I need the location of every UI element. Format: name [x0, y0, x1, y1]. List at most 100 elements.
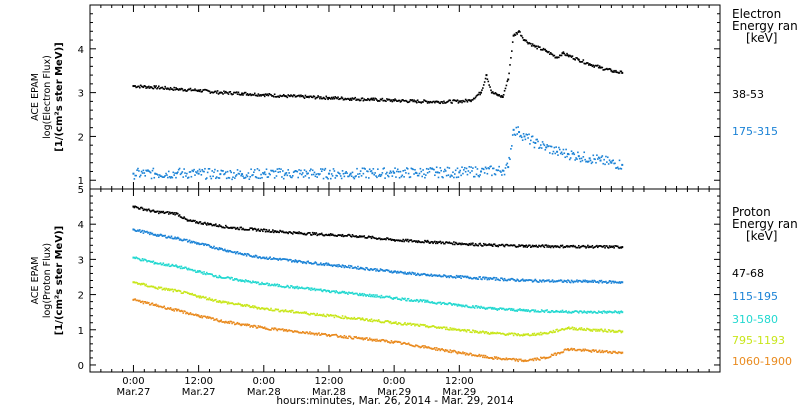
electron-data-point	[305, 170, 308, 173]
electron-data-point	[482, 168, 485, 171]
proton-data-point	[611, 352, 614, 354]
electron-data-point	[475, 173, 478, 176]
electron-data-point	[471, 170, 473, 172]
proton-data-point	[442, 348, 444, 351]
proton-data-point	[272, 229, 274, 231]
proton-data-point	[341, 315, 344, 317]
proton-data-point	[621, 246, 624, 249]
proton-data-point	[135, 299, 137, 302]
proton-data-point	[139, 231, 142, 234]
proton-data-point	[521, 244, 524, 247]
proton-data-point	[548, 310, 550, 313]
proton-data-point	[197, 295, 200, 298]
proton-data-point	[325, 315, 328, 318]
proton-data-point	[232, 302, 234, 305]
proton-data-point	[390, 239, 393, 242]
electron-data-point	[323, 97, 326, 100]
proton-data-point	[609, 311, 612, 313]
proton-data-point	[344, 234, 347, 237]
electron-data-point	[297, 94, 299, 97]
proton-data-point	[586, 349, 588, 352]
proton-data-point	[435, 303, 438, 305]
proton-data-point	[235, 227, 238, 230]
electron-data-point	[485, 167, 488, 170]
proton-data-point	[525, 279, 528, 281]
proton-data-point	[461, 305, 463, 308]
proton-data-point	[175, 264, 177, 266]
electron-data-point	[285, 95, 288, 98]
proton-data-point	[358, 317, 360, 319]
proton-data-point	[175, 212, 178, 215]
proton-data-point	[424, 345, 426, 347]
electron-data-point	[298, 169, 300, 171]
proton-y-label-line: ACE EPAM	[30, 257, 41, 305]
proton-data-point	[258, 256, 261, 258]
proton-data-point	[466, 305, 469, 308]
proton-data-point	[585, 349, 587, 351]
proton-data-point	[193, 241, 195, 243]
proton-data-point	[243, 324, 246, 326]
electron-data-point	[391, 175, 394, 177]
proton-data-point	[251, 325, 253, 327]
proton-data-point	[354, 336, 357, 339]
proton-data-point	[297, 331, 299, 333]
proton-data-point	[215, 276, 218, 279]
proton-data-point	[549, 311, 551, 314]
electron-data-point	[403, 176, 405, 178]
proton-data-point	[612, 311, 614, 313]
proton-data-point	[308, 332, 310, 335]
proton-data-point	[436, 275, 439, 277]
electron-data-point	[229, 91, 232, 93]
proton-data-point	[269, 231, 271, 233]
proton-data-point	[312, 332, 315, 335]
proton-data-point	[485, 244, 488, 247]
proton-data-point	[303, 287, 306, 290]
proton-data-point	[355, 235, 357, 237]
proton-data-point	[516, 310, 519, 312]
proton-data-point	[154, 233, 157, 236]
proton-data-point	[543, 246, 546, 249]
electron-data-point	[537, 45, 539, 48]
proton-data-point	[601, 349, 604, 352]
proton-data-point	[147, 285, 149, 288]
proton-data-point	[548, 356, 550, 359]
electron-data-point	[157, 85, 160, 88]
electron-data-point	[280, 168, 282, 170]
electron-data-point	[610, 161, 613, 164]
proton-data-point	[181, 267, 184, 270]
proton-data-point	[519, 334, 521, 337]
proton-data-point	[421, 241, 423, 243]
electron-data-point	[459, 169, 462, 172]
proton-data-point	[291, 232, 293, 235]
proton-data-point	[562, 246, 565, 249]
electron-data-point	[338, 98, 340, 101]
proton-data-point	[237, 302, 240, 305]
proton-data-point	[216, 276, 219, 279]
proton-data-point	[205, 243, 207, 246]
proton-data-point	[415, 323, 417, 326]
electron-data-point	[532, 44, 535, 47]
electron-data-point	[283, 174, 286, 177]
proton-data-point	[207, 244, 210, 246]
electron-data-point	[441, 101, 443, 103]
proton-data-point	[617, 351, 620, 353]
electron-data-point	[367, 98, 370, 101]
electron-data-point	[310, 95, 312, 98]
proton-data-point	[260, 228, 262, 231]
proton-data-point	[251, 228, 254, 231]
electron-data-point	[224, 171, 227, 174]
electron-data-point	[533, 146, 536, 149]
proton-data-point	[259, 283, 261, 285]
electron-data-point	[320, 170, 323, 173]
electron-data-point	[442, 102, 444, 105]
proton-data-point	[406, 240, 408, 242]
proton-data-point	[264, 230, 267, 233]
proton-data-point	[607, 351, 610, 354]
proton-data-point	[542, 332, 545, 335]
proton-data-point	[276, 230, 279, 233]
electron-data-point	[452, 171, 454, 174]
proton-data-point	[301, 262, 304, 264]
electron-series-175-315	[132, 126, 624, 181]
proton-data-point	[227, 320, 230, 323]
electron-data-point	[177, 89, 180, 91]
